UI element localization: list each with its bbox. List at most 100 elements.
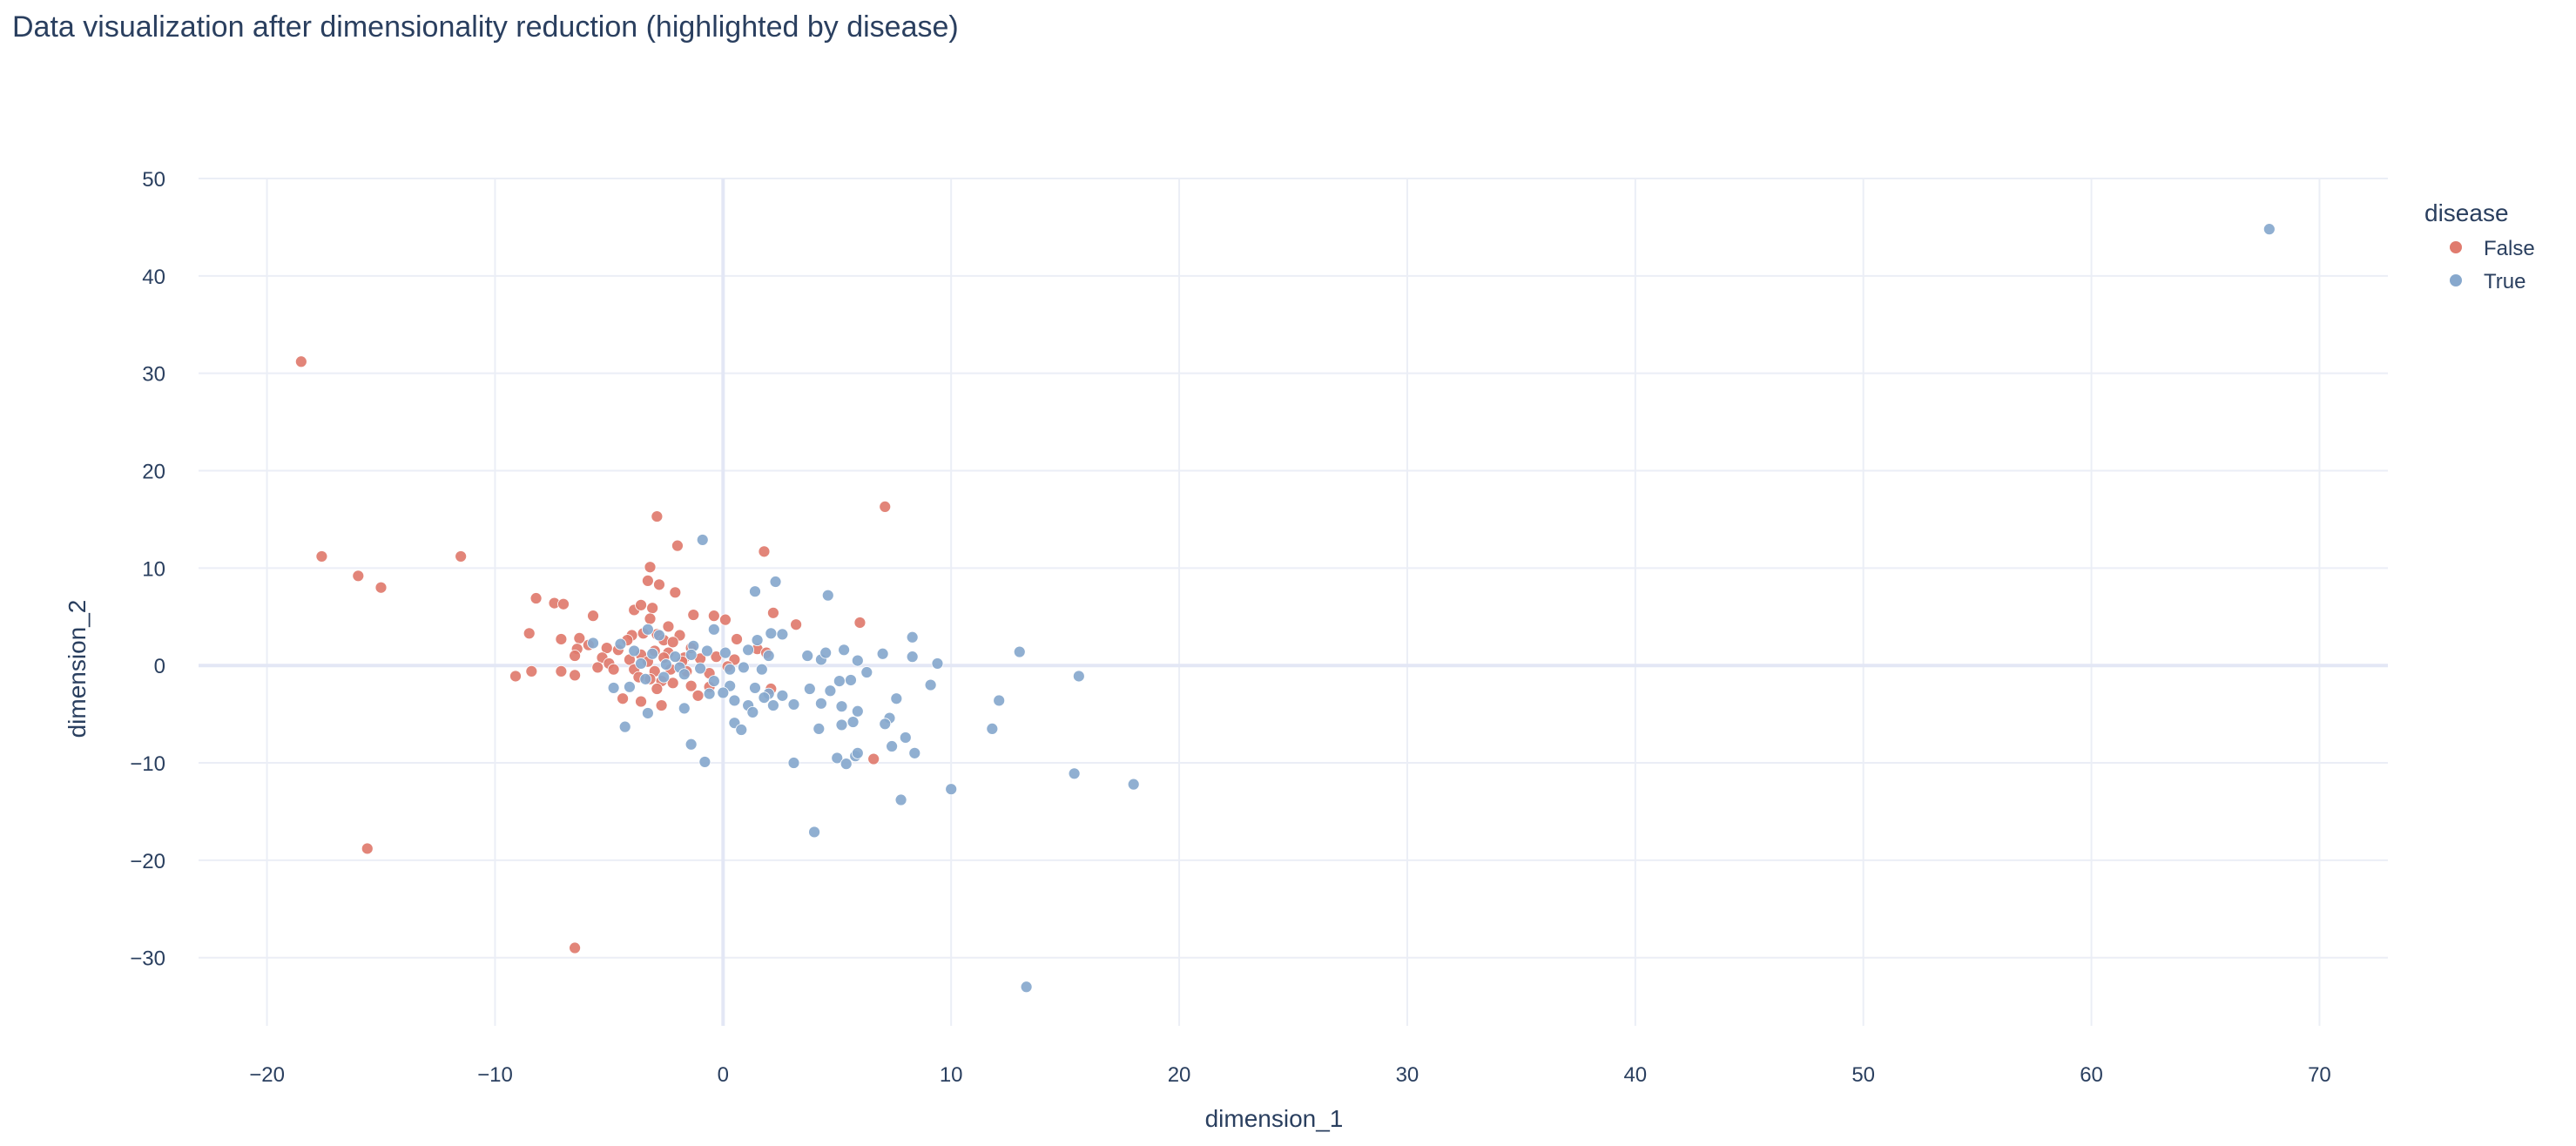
data-point[interactable] [361,842,374,855]
data-point[interactable] [731,633,743,645]
data-point[interactable] [707,623,720,636]
data-point[interactable] [801,650,814,662]
data-point[interactable] [758,545,771,558]
data-point[interactable] [749,585,761,598]
data-point[interactable] [894,793,907,806]
data-point[interactable] [1072,670,1085,683]
data-point[interactable] [707,610,720,623]
data-point[interactable] [644,612,657,625]
data-point[interactable] [765,627,778,640]
data-point[interactable] [352,570,365,583]
data-point[interactable] [838,644,851,657]
data-point[interactable] [719,613,732,626]
data-point[interactable] [573,631,586,644]
data-point[interactable] [735,724,748,736]
data-point[interactable] [1020,981,1033,994]
data-point[interactable] [569,669,581,682]
data-point[interactable] [860,666,873,678]
data-point[interactable] [755,663,768,676]
data-point[interactable] [591,661,604,674]
data-point[interactable] [751,634,764,647]
data-point[interactable] [653,578,665,591]
data-point[interactable] [931,657,944,670]
data-point[interactable] [587,610,599,623]
data-point[interactable] [762,650,775,662]
data-point[interactable] [728,694,741,707]
data-point[interactable] [890,692,903,705]
data-point[interactable] [769,576,782,588]
data-point[interactable] [684,648,698,661]
data-point[interactable] [787,698,800,711]
data-point[interactable] [803,683,816,695]
data-point[interactable] [824,684,837,698]
data-point[interactable] [529,592,543,604]
data-point[interactable] [746,705,759,718]
data-point[interactable] [639,672,652,685]
data-point[interactable] [696,534,709,546]
data-point[interactable] [767,606,779,619]
data-point[interactable] [655,699,668,711]
data-point[interactable] [701,644,713,657]
data-point[interactable] [924,678,937,691]
data-point[interactable] [587,637,599,650]
legend-item-true[interactable]: True [2450,270,2525,293]
data-point[interactable] [653,629,665,642]
data-point[interactable] [687,609,700,621]
legend[interactable]: disease False True [2424,199,2535,293]
data-point[interactable] [691,689,705,702]
data-point[interactable] [879,718,892,731]
data-point[interactable] [641,574,654,587]
data-point[interactable] [815,697,827,710]
data-point[interactable] [1013,645,1026,658]
data-point[interactable] [641,707,654,719]
data-point[interactable] [555,633,568,645]
data-point[interactable] [845,674,857,686]
data-point[interactable] [742,644,755,657]
data-point[interactable] [659,658,672,671]
data-point[interactable] [315,550,328,563]
data-point[interactable] [790,618,803,631]
data-point[interactable] [669,651,682,664]
data-point[interactable] [666,677,679,690]
data-point[interactable] [776,689,789,702]
data-point[interactable] [657,671,671,684]
data-point[interactable] [455,550,468,563]
data-point[interactable] [635,657,647,670]
data-point[interactable] [867,752,880,765]
data-point[interactable] [600,642,613,654]
data-point[interactable] [569,650,581,662]
data-point[interactable] [618,720,631,733]
data-point[interactable] [523,627,536,640]
data-point[interactable] [886,740,898,752]
data-point[interactable] [651,510,664,522]
data-point[interactable] [646,647,659,660]
data-point[interactable] [749,682,761,694]
data-point[interactable] [719,646,732,659]
data-point[interactable] [694,662,707,675]
data-point[interactable] [835,718,848,731]
data-point[interactable] [703,687,716,700]
data-point[interactable] [557,597,570,610]
data-point[interactable] [669,586,682,599]
data-point[interactable] [698,756,711,768]
data-point[interactable] [876,647,889,660]
data-point[interactable] [808,826,820,839]
data-point[interactable] [840,758,853,771]
data-point[interactable] [607,682,620,694]
data-point[interactable] [651,683,664,695]
data-point[interactable] [767,699,779,711]
data-point[interactable] [644,561,657,574]
data-point[interactable] [993,694,1006,707]
data-point[interactable] [662,620,675,633]
data-point[interactable] [555,665,568,677]
data-point[interactable] [819,646,833,659]
data-point[interactable] [646,602,659,615]
data-point[interactable] [525,665,538,677]
data-point[interactable] [671,539,684,552]
data-point[interactable] [724,663,737,676]
data-point[interactable] [569,941,581,954]
data-point[interactable] [908,746,921,759]
data-point[interactable] [986,722,999,735]
data-point[interactable] [831,752,844,765]
data-point[interactable] [758,691,771,704]
